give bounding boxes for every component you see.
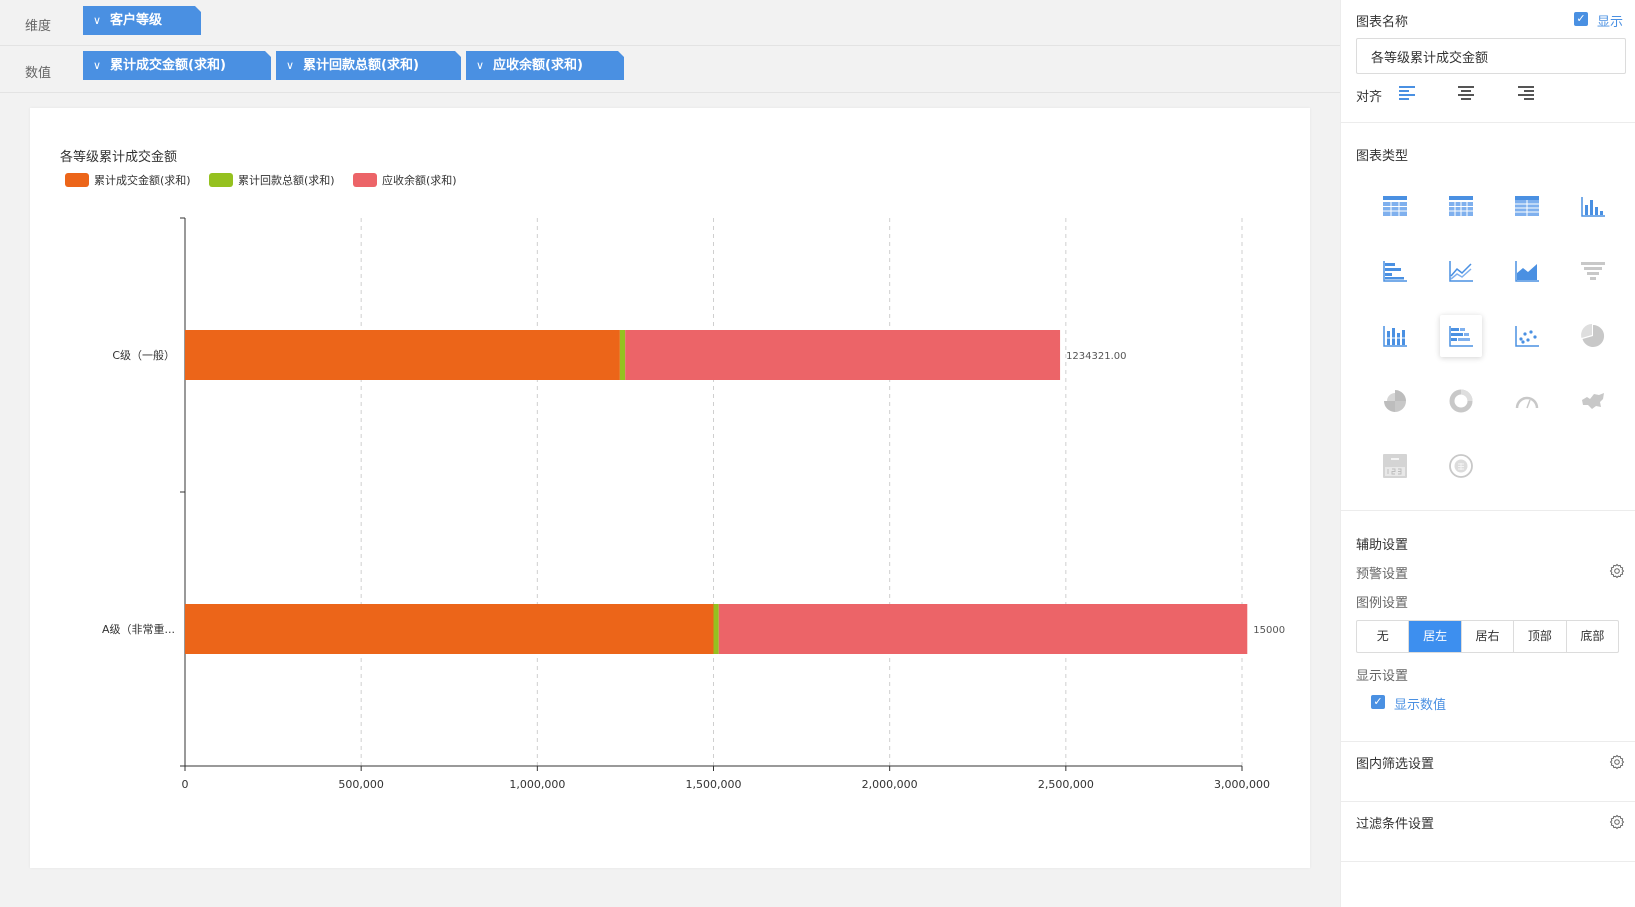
area-chart-icon[interactable] xyxy=(1506,250,1548,292)
legend-option-none[interactable]: 无 xyxy=(1357,621,1410,652)
chevron-down-icon: ∨ xyxy=(93,14,102,27)
warning-settings-gear-icon[interactable] xyxy=(1609,563,1625,579)
chevron-down-icon: ∨ xyxy=(93,59,102,72)
legend-label: 累计回款总额(求和) xyxy=(238,174,335,187)
legend-label: 应收余额(求和) xyxy=(382,174,457,187)
wordcloud-icon[interactable] xyxy=(1440,445,1482,487)
legend-option-bottom[interactable]: 底部 xyxy=(1580,629,1605,643)
line-chart-icon[interactable] xyxy=(1440,250,1482,292)
bar-chart: 0 500,000 1,000,000 1,500,000 2,000,000 2,500… xyxy=(102,217,1285,791)
inner-filter-label: 图内筛选设置 xyxy=(1356,757,1435,772)
divider xyxy=(1341,801,1635,802)
chart-title: 各等级累计成交金额 xyxy=(60,150,178,165)
bar-segment[interactable] xyxy=(185,604,714,654)
show-values-checkbox[interactable]: ✓ xyxy=(1371,695,1385,709)
stacked-bar-icon[interactable] xyxy=(1440,315,1482,357)
donut-chart-icon[interactable] xyxy=(1440,380,1482,422)
settings-panel: 图表名称 ✓ 显示 对齐 图表类型 xyxy=(1340,0,1635,907)
rose-pie-icon[interactable] xyxy=(1374,380,1416,422)
align-left-icon[interactable] xyxy=(1397,84,1417,102)
x-tick-label: 1,000,000 xyxy=(509,778,565,791)
legend-item-receivable[interactable]: 应收余额(求和) xyxy=(353,172,457,188)
divider xyxy=(1341,861,1635,862)
map-icon[interactable] xyxy=(1572,380,1614,422)
chart-workspace: 维度 ∨ 客户等级 数值 ∨ 累计成交金额(求和) ∨ 累计回款总额(求和) ∨… xyxy=(0,0,1340,868)
show-title-label[interactable]: 显示 xyxy=(1597,15,1624,30)
filter-condition-label: 过滤条件设置 xyxy=(1356,817,1435,832)
kpi-card-icon[interactable] xyxy=(1374,445,1416,487)
dimension-row: 维度 ∨ 客户等级 xyxy=(0,0,1340,46)
chart-type-label: 图表类型 xyxy=(1356,149,1409,164)
divider xyxy=(1341,122,1635,123)
chart-name-label: 图表名称 xyxy=(1356,15,1409,30)
x-tick-label: 0 xyxy=(182,778,189,791)
data-label: 15000 xyxy=(1253,625,1285,636)
display-settings-label: 显示设置 xyxy=(1356,669,1409,684)
dimension-label: 维度 xyxy=(25,19,52,34)
legend-option-top[interactable]: 顶部 xyxy=(1514,621,1567,652)
x-tick-label: 2,500,000 xyxy=(1038,778,1094,791)
detail-table-icon[interactable] xyxy=(1506,185,1548,227)
funnel-chart-icon[interactable] xyxy=(1572,250,1614,292)
scatter-chart-icon[interactable] xyxy=(1506,315,1548,357)
align-right-icon[interactable] xyxy=(1516,84,1536,102)
align-label: 对齐 xyxy=(1356,90,1383,105)
pie-chart-icon[interactable] xyxy=(1572,315,1614,357)
x-tick-label: 1,500,000 xyxy=(686,778,742,791)
column-chart-icon[interactable] xyxy=(1572,185,1614,227)
warning-settings-label: 预警设置 xyxy=(1356,567,1409,582)
dimension-pill-customer-level[interactable]: ∨ 客户等级 xyxy=(83,6,201,35)
value-row: 数值 ∨ 累计成交金额(求和) ∨ 累计回款总额(求和) ∨ 应收余额(求和) xyxy=(0,46,1340,93)
divider xyxy=(1341,510,1635,511)
divider xyxy=(1341,741,1635,742)
pill-label: 应收余额(求和) xyxy=(493,58,583,73)
table-icon[interactable] xyxy=(1374,185,1416,227)
data-label: 1234321.00 xyxy=(1066,351,1126,362)
legend-settings-label: 图例设置 xyxy=(1356,596,1409,611)
pill-label: 客户等级 xyxy=(110,13,163,28)
chevron-down-icon: ∨ xyxy=(476,59,485,72)
show-title-checkbox[interactable]: ✓ xyxy=(1574,12,1588,26)
x-tick-label: 3,000,000 xyxy=(1214,778,1270,791)
cross-table-icon[interactable] xyxy=(1440,185,1482,227)
legend-label: 累计成交金额(求和) xyxy=(94,174,191,187)
legend-item-total-deal[interactable]: 累计成交金额(求和) xyxy=(65,172,191,188)
chart-title-input[interactable] xyxy=(1356,38,1626,74)
legend-option-right[interactable]: 居右 xyxy=(1462,621,1515,652)
align-center-icon[interactable] xyxy=(1456,84,1476,102)
legend-swatch xyxy=(209,173,233,187)
gauge-chart-icon[interactable] xyxy=(1506,380,1548,422)
value-pill-receivable[interactable]: ∨ 应收余额(求和) xyxy=(466,51,624,80)
aux-settings-label: 辅助设置 xyxy=(1356,538,1409,553)
y-category-label: C级（一般） xyxy=(112,349,175,362)
chevron-down-icon: ∨ xyxy=(286,59,295,72)
bar-segment[interactable] xyxy=(185,330,620,380)
value-pill-total-payment[interactable]: ∨ 累计回款总额(求和) xyxy=(276,51,461,80)
value-label: 数值 xyxy=(25,66,52,81)
pill-label: 累计回款总额(求和) xyxy=(303,58,419,73)
chart-card: 各等级累计成交金额 累计成交金额(求和) 累计回款总额(求和) 应收余额(求和)… xyxy=(30,108,1310,868)
value-pill-total-deal[interactable]: ∨ 累计成交金额(求和) xyxy=(83,51,271,80)
x-tick-label: 2,000,000 xyxy=(862,778,918,791)
legend-position-segmented: 无 居左 居右 顶部 底部 xyxy=(1356,620,1619,653)
show-values-label[interactable]: 显示数值 xyxy=(1394,698,1447,713)
y-category-label: A级（非常重... xyxy=(102,622,175,636)
legend-option-left[interactable]: 居左 xyxy=(1409,621,1462,652)
bar-segment[interactable] xyxy=(718,604,1248,654)
bar-segment[interactable] xyxy=(619,330,626,380)
filter-condition-gear-icon[interactable] xyxy=(1609,814,1625,830)
x-tick-label: 500,000 xyxy=(338,778,384,791)
bar-segment[interactable] xyxy=(625,330,1061,380)
inner-filter-gear-icon[interactable] xyxy=(1609,754,1625,770)
stacked-column-icon[interactable] xyxy=(1374,315,1416,357)
legend-swatch xyxy=(65,173,89,187)
legend-swatch xyxy=(353,173,377,187)
legend-item-total-payment[interactable]: 累计回款总额(求和) xyxy=(209,172,335,188)
pill-label: 累计成交金额(求和) xyxy=(110,58,226,73)
bar-segment[interactable] xyxy=(713,604,719,654)
bar-chart-icon[interactable] xyxy=(1374,250,1416,292)
